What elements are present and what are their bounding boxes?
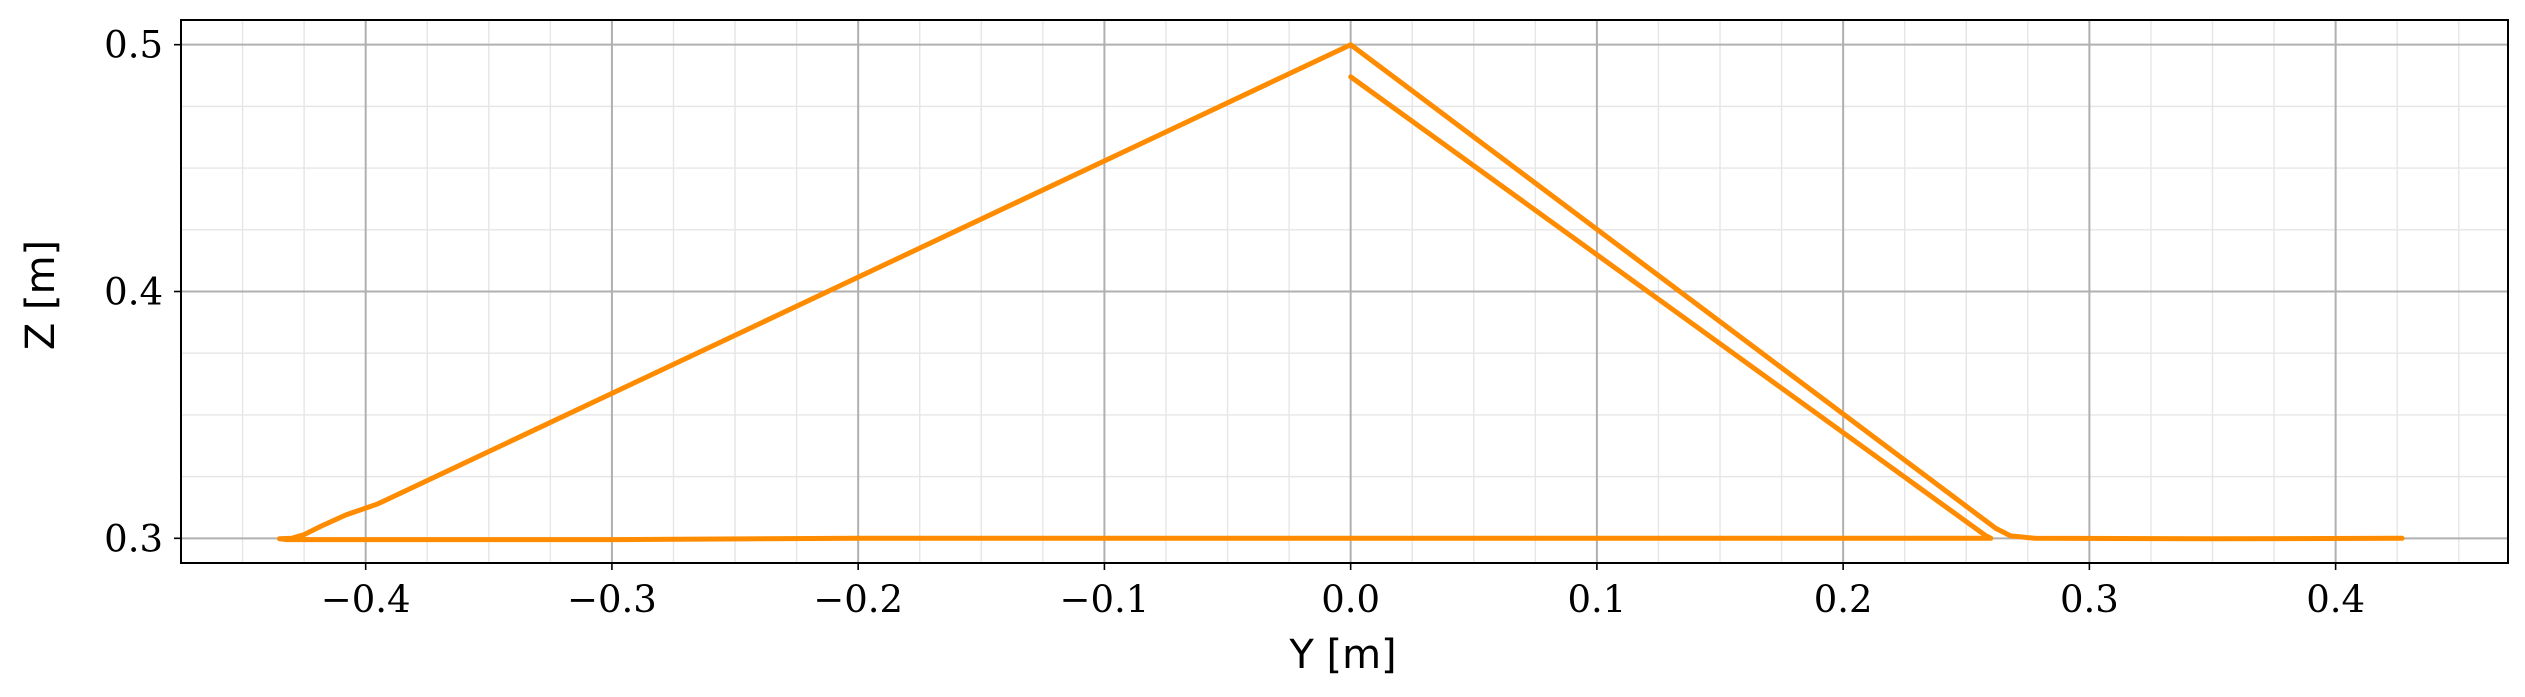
x-axis-ticks: −0.4 −0.3 −0.2 −0.1 0.0 0.1 0.2 0.3 0.4 — [321, 563, 2365, 621]
x-tick-label: −0.2 — [813, 578, 903, 621]
x-tick-label: 0.4 — [2306, 578, 2365, 621]
y-tick-label: 0.5 — [104, 24, 163, 67]
x-axis-label: Y [m] — [1288, 632, 1396, 678]
y-axis-ticks: 0.3 0.4 0.5 — [104, 24, 181, 560]
x-tick-label: −0.3 — [567, 578, 657, 621]
x-tick-label: 0.3 — [2060, 578, 2119, 621]
y-axis-label: Z [m] — [18, 240, 64, 350]
x-tick-label: −0.1 — [1059, 578, 1149, 621]
y-tick-label: 0.3 — [104, 517, 163, 560]
y-tick-label: 0.4 — [104, 271, 163, 314]
x-tick-label: 0.2 — [1814, 578, 1873, 621]
trajectory-line — [277, 42, 2405, 543]
series-layer — [277, 42, 2405, 543]
x-tick-label: −0.4 — [321, 578, 411, 621]
x-tick-label: 0.1 — [1567, 578, 1626, 621]
major-grid — [181, 20, 2508, 563]
x-tick-label: 0.0 — [1321, 578, 1380, 621]
